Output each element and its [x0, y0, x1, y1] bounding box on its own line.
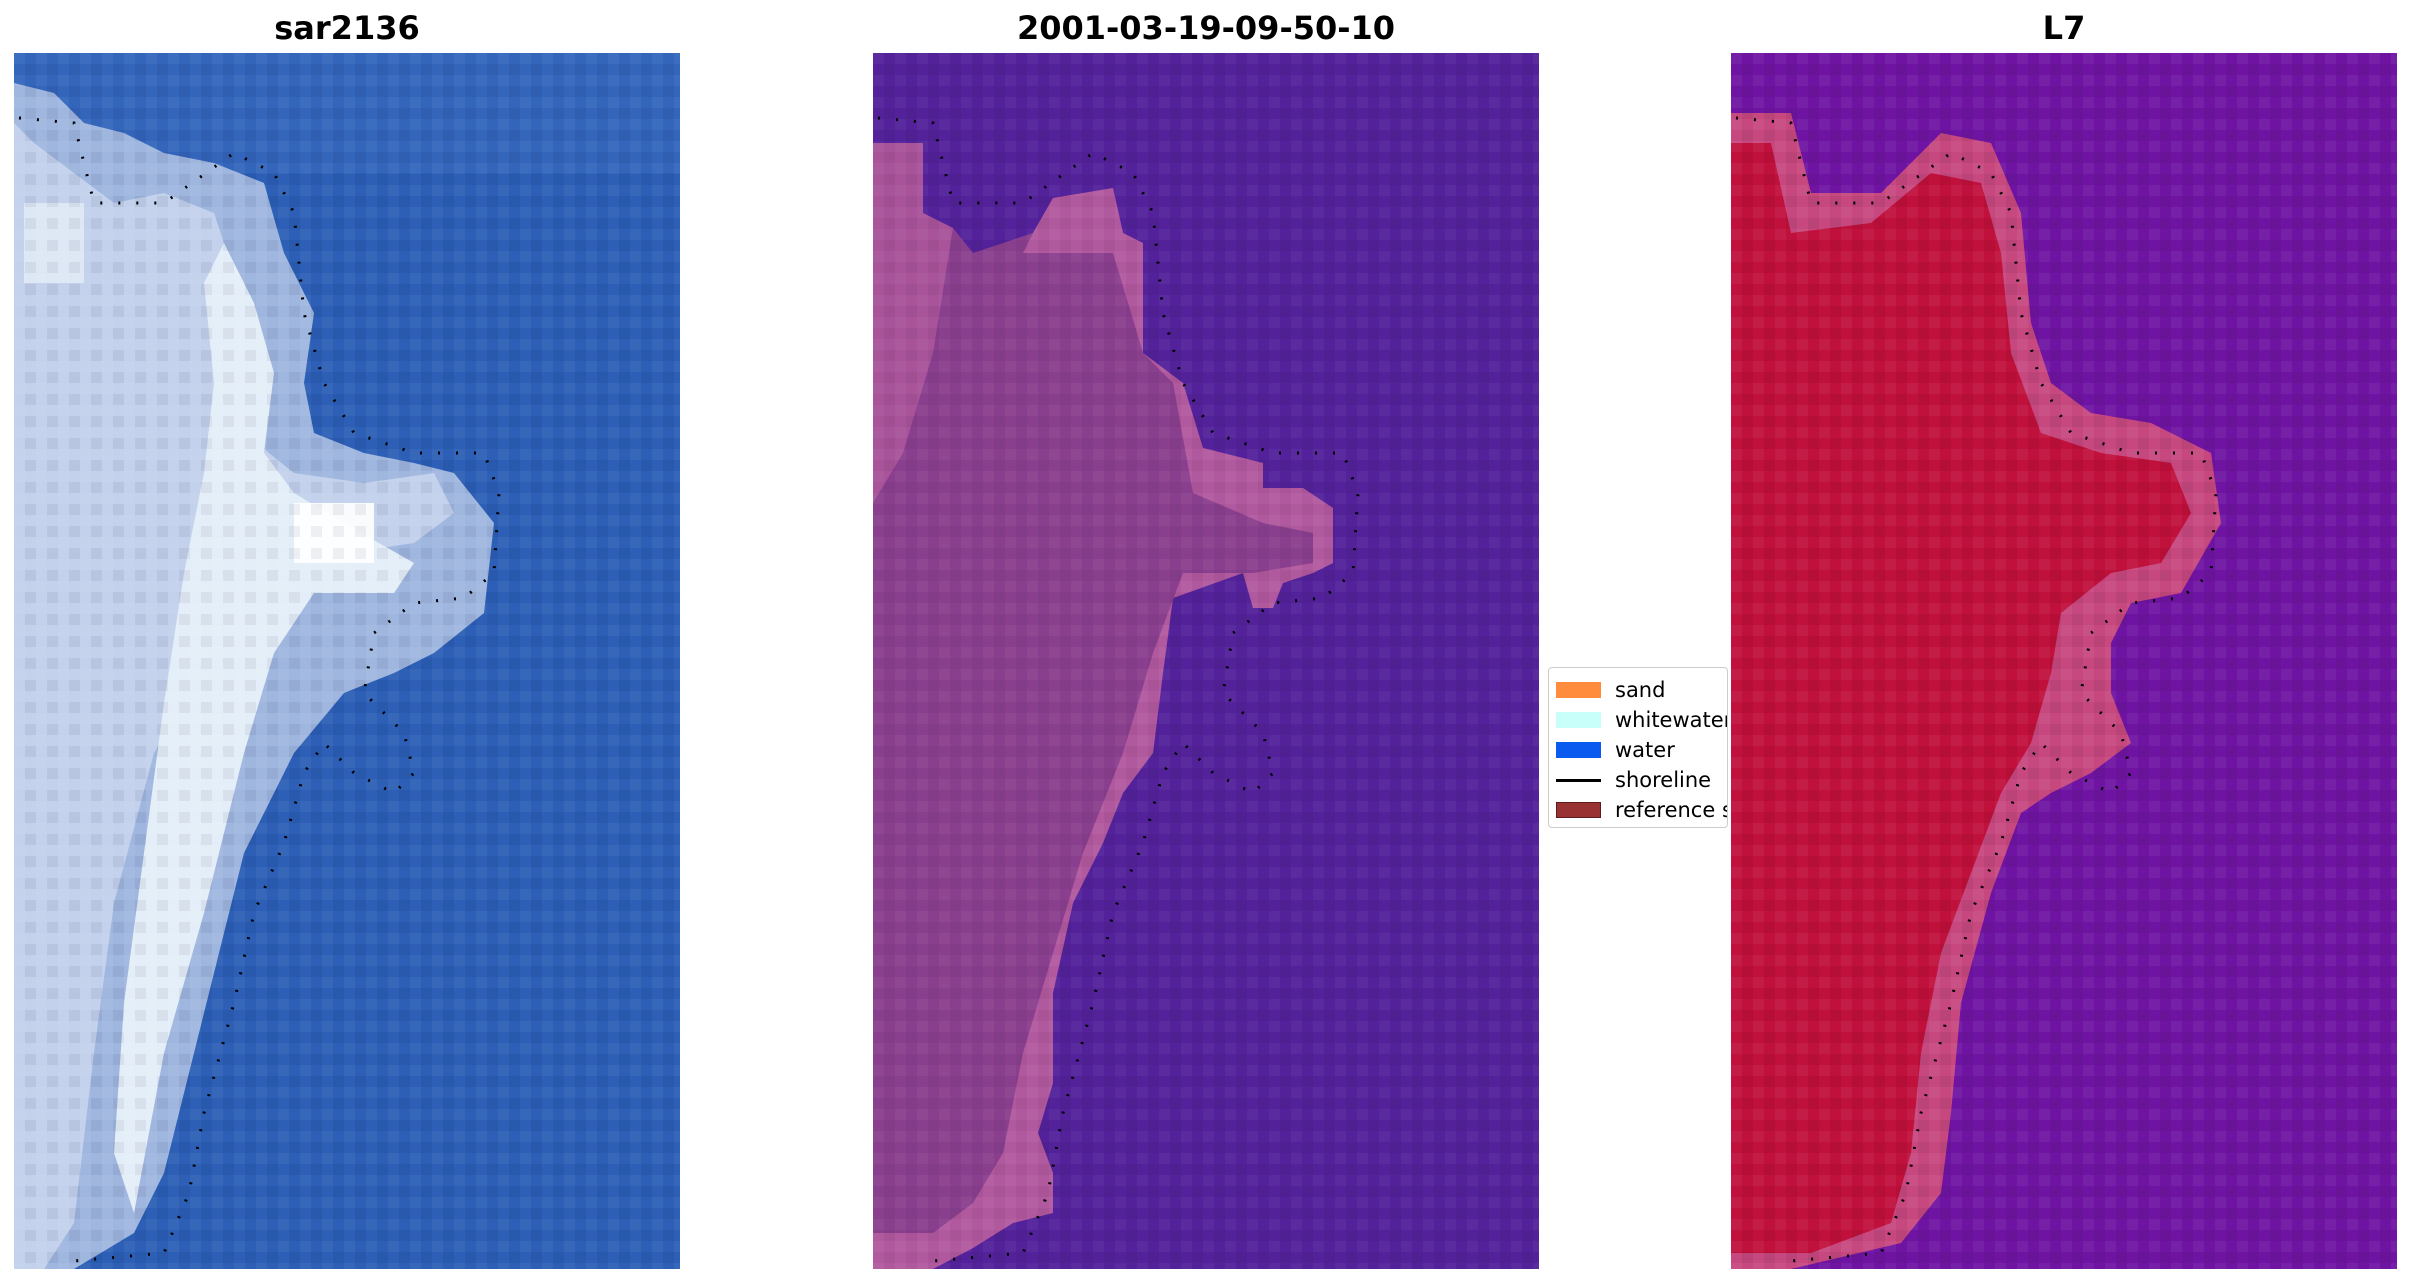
legend-item-shoreline: shoreline [1549, 766, 1727, 792]
rgb-satellite-image [14, 53, 680, 1269]
legend-swatch-whitewater [1556, 712, 1601, 728]
legend-label-sand: sand [1615, 678, 1666, 702]
legend: sand whitewater water shoreline referenc… [1548, 667, 1728, 828]
legend-label-reference: reference s [1615, 798, 1728, 822]
legend-item-reference: reference s [1549, 796, 1728, 822]
panel-title-classified: 2001-03-19-09-50-10 [1016, 9, 1396, 47]
legend-label-shoreline: shoreline [1615, 768, 1712, 792]
legend-item-whitewater: whitewater [1549, 706, 1728, 732]
legend-swatch-sand [1556, 682, 1601, 698]
legend-swatch-water [1556, 742, 1601, 758]
classified-image [873, 53, 1539, 1269]
legend-item-water: water [1549, 736, 1727, 762]
legend-swatch-reference [1556, 802, 1601, 818]
legend-label-water: water [1615, 738, 1675, 762]
legend-item-sand: sand [1549, 676, 1727, 702]
panel-title-rgb: sar2136 [274, 9, 420, 47]
mndwi-image [1731, 53, 2397, 1269]
legend-line-shoreline [1556, 779, 1601, 782]
panel-title-mndwi: L7 [2042, 9, 2086, 47]
legend-label-whitewater: whitewater [1615, 708, 1728, 732]
